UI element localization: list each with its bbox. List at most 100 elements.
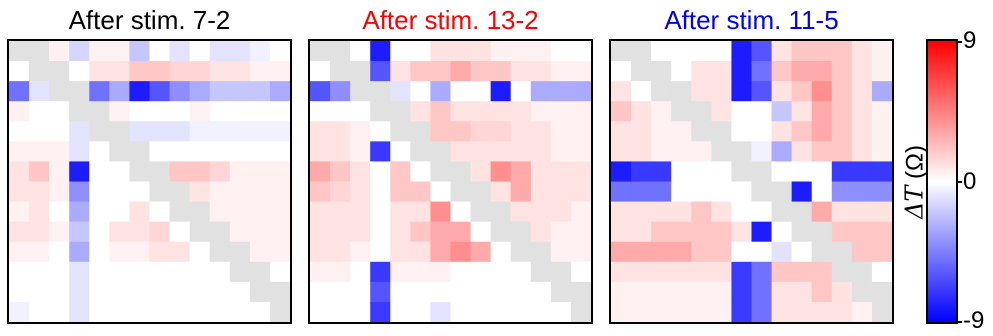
- heatmap-cell: [691, 141, 712, 163]
- diagonal-cell: [871, 281, 892, 303]
- heatmap-cell: [9, 221, 30, 243]
- heatmap-cell: [771, 41, 793, 62]
- diagonal-cell: [269, 281, 290, 303]
- heatmap-cell: [390, 221, 411, 243]
- diagonal-cell: [691, 101, 712, 122]
- diagonal-cell: [771, 201, 793, 223]
- heatmap-cell: [731, 221, 753, 243]
- heatmap-cell: [169, 81, 191, 102]
- heatmap-cell: [350, 201, 371, 223]
- heatmap-cell: [651, 201, 672, 223]
- heatmap-cell: [871, 141, 892, 163]
- heatmap-cell: [69, 141, 90, 163]
- heatmap-cell: [430, 101, 452, 122]
- heatmap-cell: [711, 181, 733, 203]
- heatmap-cell: [751, 61, 773, 82]
- heatmap-cell: [89, 161, 110, 183]
- heatmap-cell: [490, 161, 512, 183]
- heatmap-cell: [771, 301, 793, 322]
- heatmap-cell: [229, 41, 251, 62]
- diagonal-cell: [751, 181, 773, 203]
- heatmap-cell: [711, 81, 733, 102]
- heatmap-cell: [430, 261, 452, 283]
- heatmap-cell: [530, 281, 552, 303]
- heatmap-cell: [611, 101, 632, 122]
- heatmap-cell: [189, 161, 211, 183]
- heatmap-cell: [570, 201, 591, 223]
- heatmap-cell: [229, 81, 251, 102]
- heatmap-cell: [169, 261, 191, 283]
- diagonal-cell: [751, 161, 773, 183]
- heatmap-cell: [550, 121, 572, 142]
- heatmap-cell: [570, 121, 591, 142]
- heatmap-cell: [209, 201, 231, 223]
- diagonal-cell: [510, 241, 532, 263]
- heatmap-cell: [751, 101, 773, 122]
- heatmap-cell: [209, 81, 231, 102]
- heatmap-cell: [29, 161, 50, 183]
- heatmap-panel-3: [609, 39, 894, 324]
- heatmap-cell: [69, 181, 90, 203]
- diagonal-cell: [570, 301, 591, 322]
- heatmap-cell: [9, 181, 30, 203]
- heatmap-cell: [811, 121, 833, 142]
- diagonal-cell: [9, 41, 30, 62]
- heatmap-cell: [570, 221, 591, 243]
- heatmap-cell: [450, 221, 472, 243]
- heatmap-cell: [269, 141, 290, 163]
- heatmap-cell: [390, 301, 411, 322]
- heatmap-cell: [109, 301, 131, 322]
- heatmap-cell: [611, 261, 632, 283]
- heatmap-cell: [671, 241, 692, 263]
- diagonal-cell: [651, 81, 672, 102]
- heatmap-cell: [751, 121, 773, 142]
- heatmap-cell: [751, 281, 773, 303]
- heatmap-cell: [791, 241, 813, 263]
- heatmap-cell: [229, 141, 251, 163]
- heatmap-cell: [631, 221, 652, 243]
- heatmap-cell: [651, 41, 672, 62]
- heatmap-cell: [651, 281, 672, 303]
- heatmap-cell: [149, 261, 171, 283]
- heatmap-cell: [851, 101, 873, 122]
- heatmap-cell: [831, 41, 853, 62]
- colorbar-label-zero: 0: [963, 168, 977, 195]
- heatmap-cell: [711, 201, 733, 223]
- heatmap-cell: [310, 221, 331, 243]
- heatmap-cell: [89, 41, 110, 62]
- heatmap-cell: [410, 41, 432, 62]
- diagonal-cell: [229, 261, 251, 283]
- heatmap-cell: [771, 121, 793, 142]
- diagonal-cell: [370, 81, 391, 102]
- heatmap-cell: [350, 241, 371, 263]
- heatmap-cell: [771, 61, 793, 82]
- heatmap-cell: [249, 81, 271, 102]
- heatmap-cell: [731, 201, 753, 223]
- heatmap-cell: [89, 301, 110, 322]
- heatmap-cell: [530, 61, 552, 82]
- heatmap-cell: [310, 181, 331, 203]
- heatmap-cell: [9, 201, 30, 223]
- heatmap-cell: [751, 141, 773, 163]
- heatmap-cell: [229, 181, 251, 203]
- heatmap-cell: [570, 61, 591, 82]
- heatmap-cell: [550, 221, 572, 243]
- heatmap-cell: [330, 261, 351, 283]
- heatmap-cell: [631, 241, 652, 263]
- heatmap-cell: [490, 141, 512, 163]
- diagonal-cell: [209, 241, 231, 263]
- heatmap-cell: [731, 81, 753, 102]
- heatmap-cell: [611, 161, 632, 183]
- heatmap-cell: [791, 101, 813, 122]
- heatmap-cell: [390, 161, 411, 183]
- heatmap-svg-2: [310, 41, 591, 322]
- heatmap-cell: [330, 141, 351, 163]
- heatmap-cell: [530, 101, 552, 122]
- diagonal-cell: [831, 261, 853, 283]
- heatmap-cell: [330, 121, 351, 142]
- heatmap-cell: [671, 41, 692, 62]
- heatmap-cell: [691, 241, 712, 263]
- diagonal-cell: [49, 61, 70, 82]
- heatmap-cell: [310, 261, 331, 283]
- heatmap-cell: [550, 141, 572, 163]
